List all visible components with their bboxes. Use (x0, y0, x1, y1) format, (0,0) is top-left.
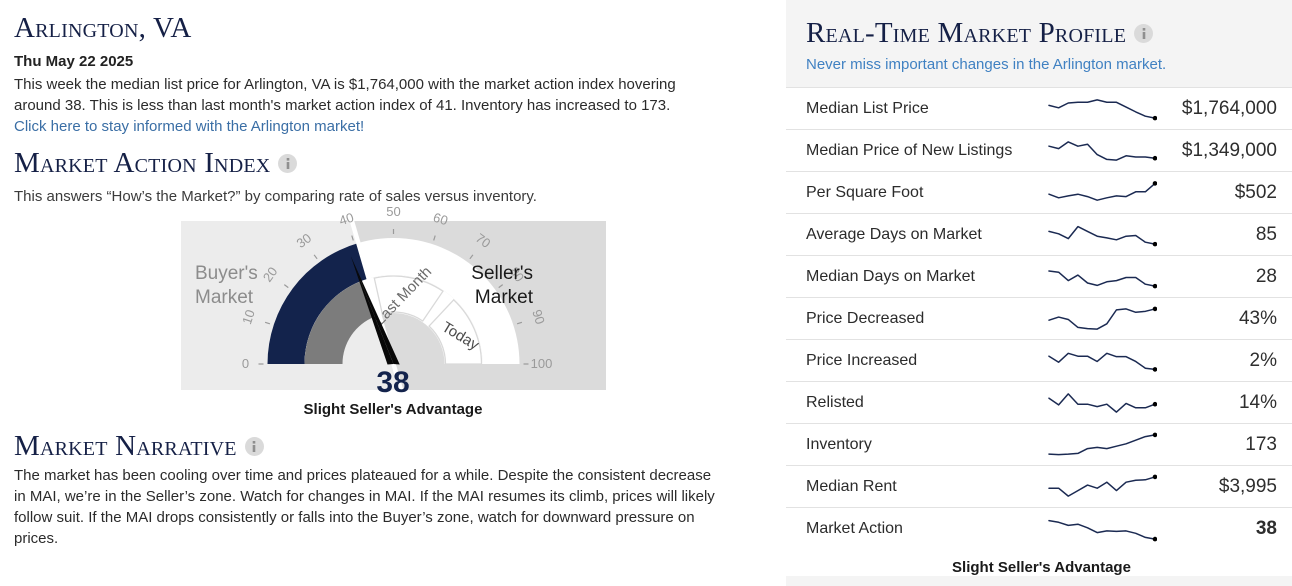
svg-text:Market: Market (195, 287, 254, 308)
svg-text:50: 50 (386, 205, 400, 219)
svg-text:Buyer's: Buyer's (195, 263, 258, 284)
svg-text:Market: Market (474, 287, 533, 308)
svg-text:0: 0 (241, 356, 248, 371)
svg-text:100: 100 (530, 356, 552, 371)
svg-text:Seller's: Seller's (471, 263, 533, 284)
